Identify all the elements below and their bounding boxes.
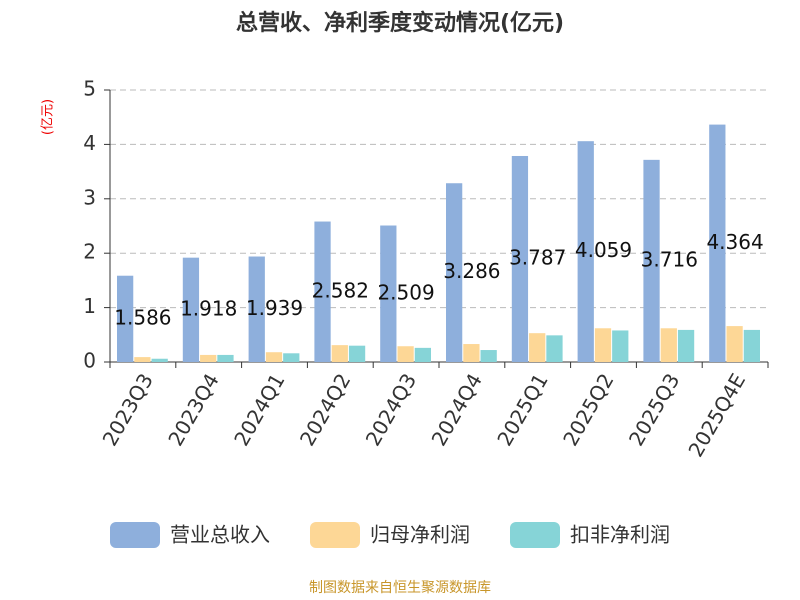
bar xyxy=(134,357,151,362)
bar xyxy=(182,257,200,362)
bar xyxy=(446,183,463,362)
bar xyxy=(283,353,300,362)
chart-title: 总营收、净利季度变动情况(亿元) xyxy=(236,10,564,36)
bar xyxy=(511,155,529,362)
bar xyxy=(677,329,695,362)
bar xyxy=(594,328,612,362)
y-unit: (亿元) xyxy=(41,99,56,135)
x-tick-label: 2023Q4 xyxy=(163,369,223,450)
x-tick-label: 2024Q2 xyxy=(295,369,355,450)
bar xyxy=(546,335,563,362)
bar xyxy=(660,328,677,362)
bar xyxy=(200,354,217,362)
data-label: 3.716 xyxy=(641,247,698,271)
bar xyxy=(726,326,743,362)
x-tick-label: 2025Q3 xyxy=(624,369,684,450)
y-tick-label: 3 xyxy=(83,185,96,209)
y-tick-label: 1 xyxy=(83,294,96,318)
bar xyxy=(463,344,480,362)
x-tick-label: 2025Q2 xyxy=(558,369,618,450)
data-label: 1.939 xyxy=(246,296,303,320)
x-tick-label: 2024Q4 xyxy=(427,369,487,450)
bar xyxy=(414,347,431,362)
x-tick-label: 2023Q3 xyxy=(98,369,158,450)
x-tick-label: 2025Q4E xyxy=(683,369,750,461)
legend-swatch xyxy=(510,522,560,548)
legend-label: 归母净利润 xyxy=(370,523,470,547)
bar xyxy=(709,124,726,363)
data-label: 1.918 xyxy=(180,296,237,320)
bar xyxy=(248,256,265,362)
bar xyxy=(380,225,397,362)
bar xyxy=(331,345,348,362)
legend-label: 扣非净利润 xyxy=(570,523,670,547)
x-tick-label: 2024Q1 xyxy=(229,369,289,450)
x-tick-label: 2025Q1 xyxy=(492,369,552,450)
data-label: 4.059 xyxy=(575,238,632,262)
y-tick-label: 4 xyxy=(83,131,96,155)
data-label: 4.364 xyxy=(706,230,763,254)
bar xyxy=(480,350,497,362)
bar xyxy=(577,141,594,362)
bar xyxy=(117,275,134,362)
source-note: 制图数据来自恒生聚源数据库 xyxy=(309,580,491,596)
bar xyxy=(348,345,366,362)
bar xyxy=(151,358,168,362)
bar xyxy=(612,330,629,362)
y-tick-label: 0 xyxy=(83,349,96,373)
x-tick-label: 2024Q3 xyxy=(361,369,421,450)
data-label: 1.586 xyxy=(114,305,171,329)
legend-swatch xyxy=(310,522,360,548)
legend-swatch xyxy=(110,522,160,548)
y-tick-label: 5 xyxy=(83,77,96,101)
legend-label: 营业总收入 xyxy=(170,523,270,547)
data-label: 2.509 xyxy=(377,280,434,304)
bar xyxy=(529,333,546,362)
bar xyxy=(314,221,331,362)
bar xyxy=(265,352,283,362)
data-label: 3.787 xyxy=(509,245,566,269)
bar xyxy=(743,329,760,362)
y-tick-label: 2 xyxy=(83,240,96,264)
bar xyxy=(217,354,234,362)
bar xyxy=(643,159,660,362)
data-label: 2.582 xyxy=(312,278,369,302)
data-label: 3.286 xyxy=(443,259,500,283)
bar xyxy=(397,346,414,362)
